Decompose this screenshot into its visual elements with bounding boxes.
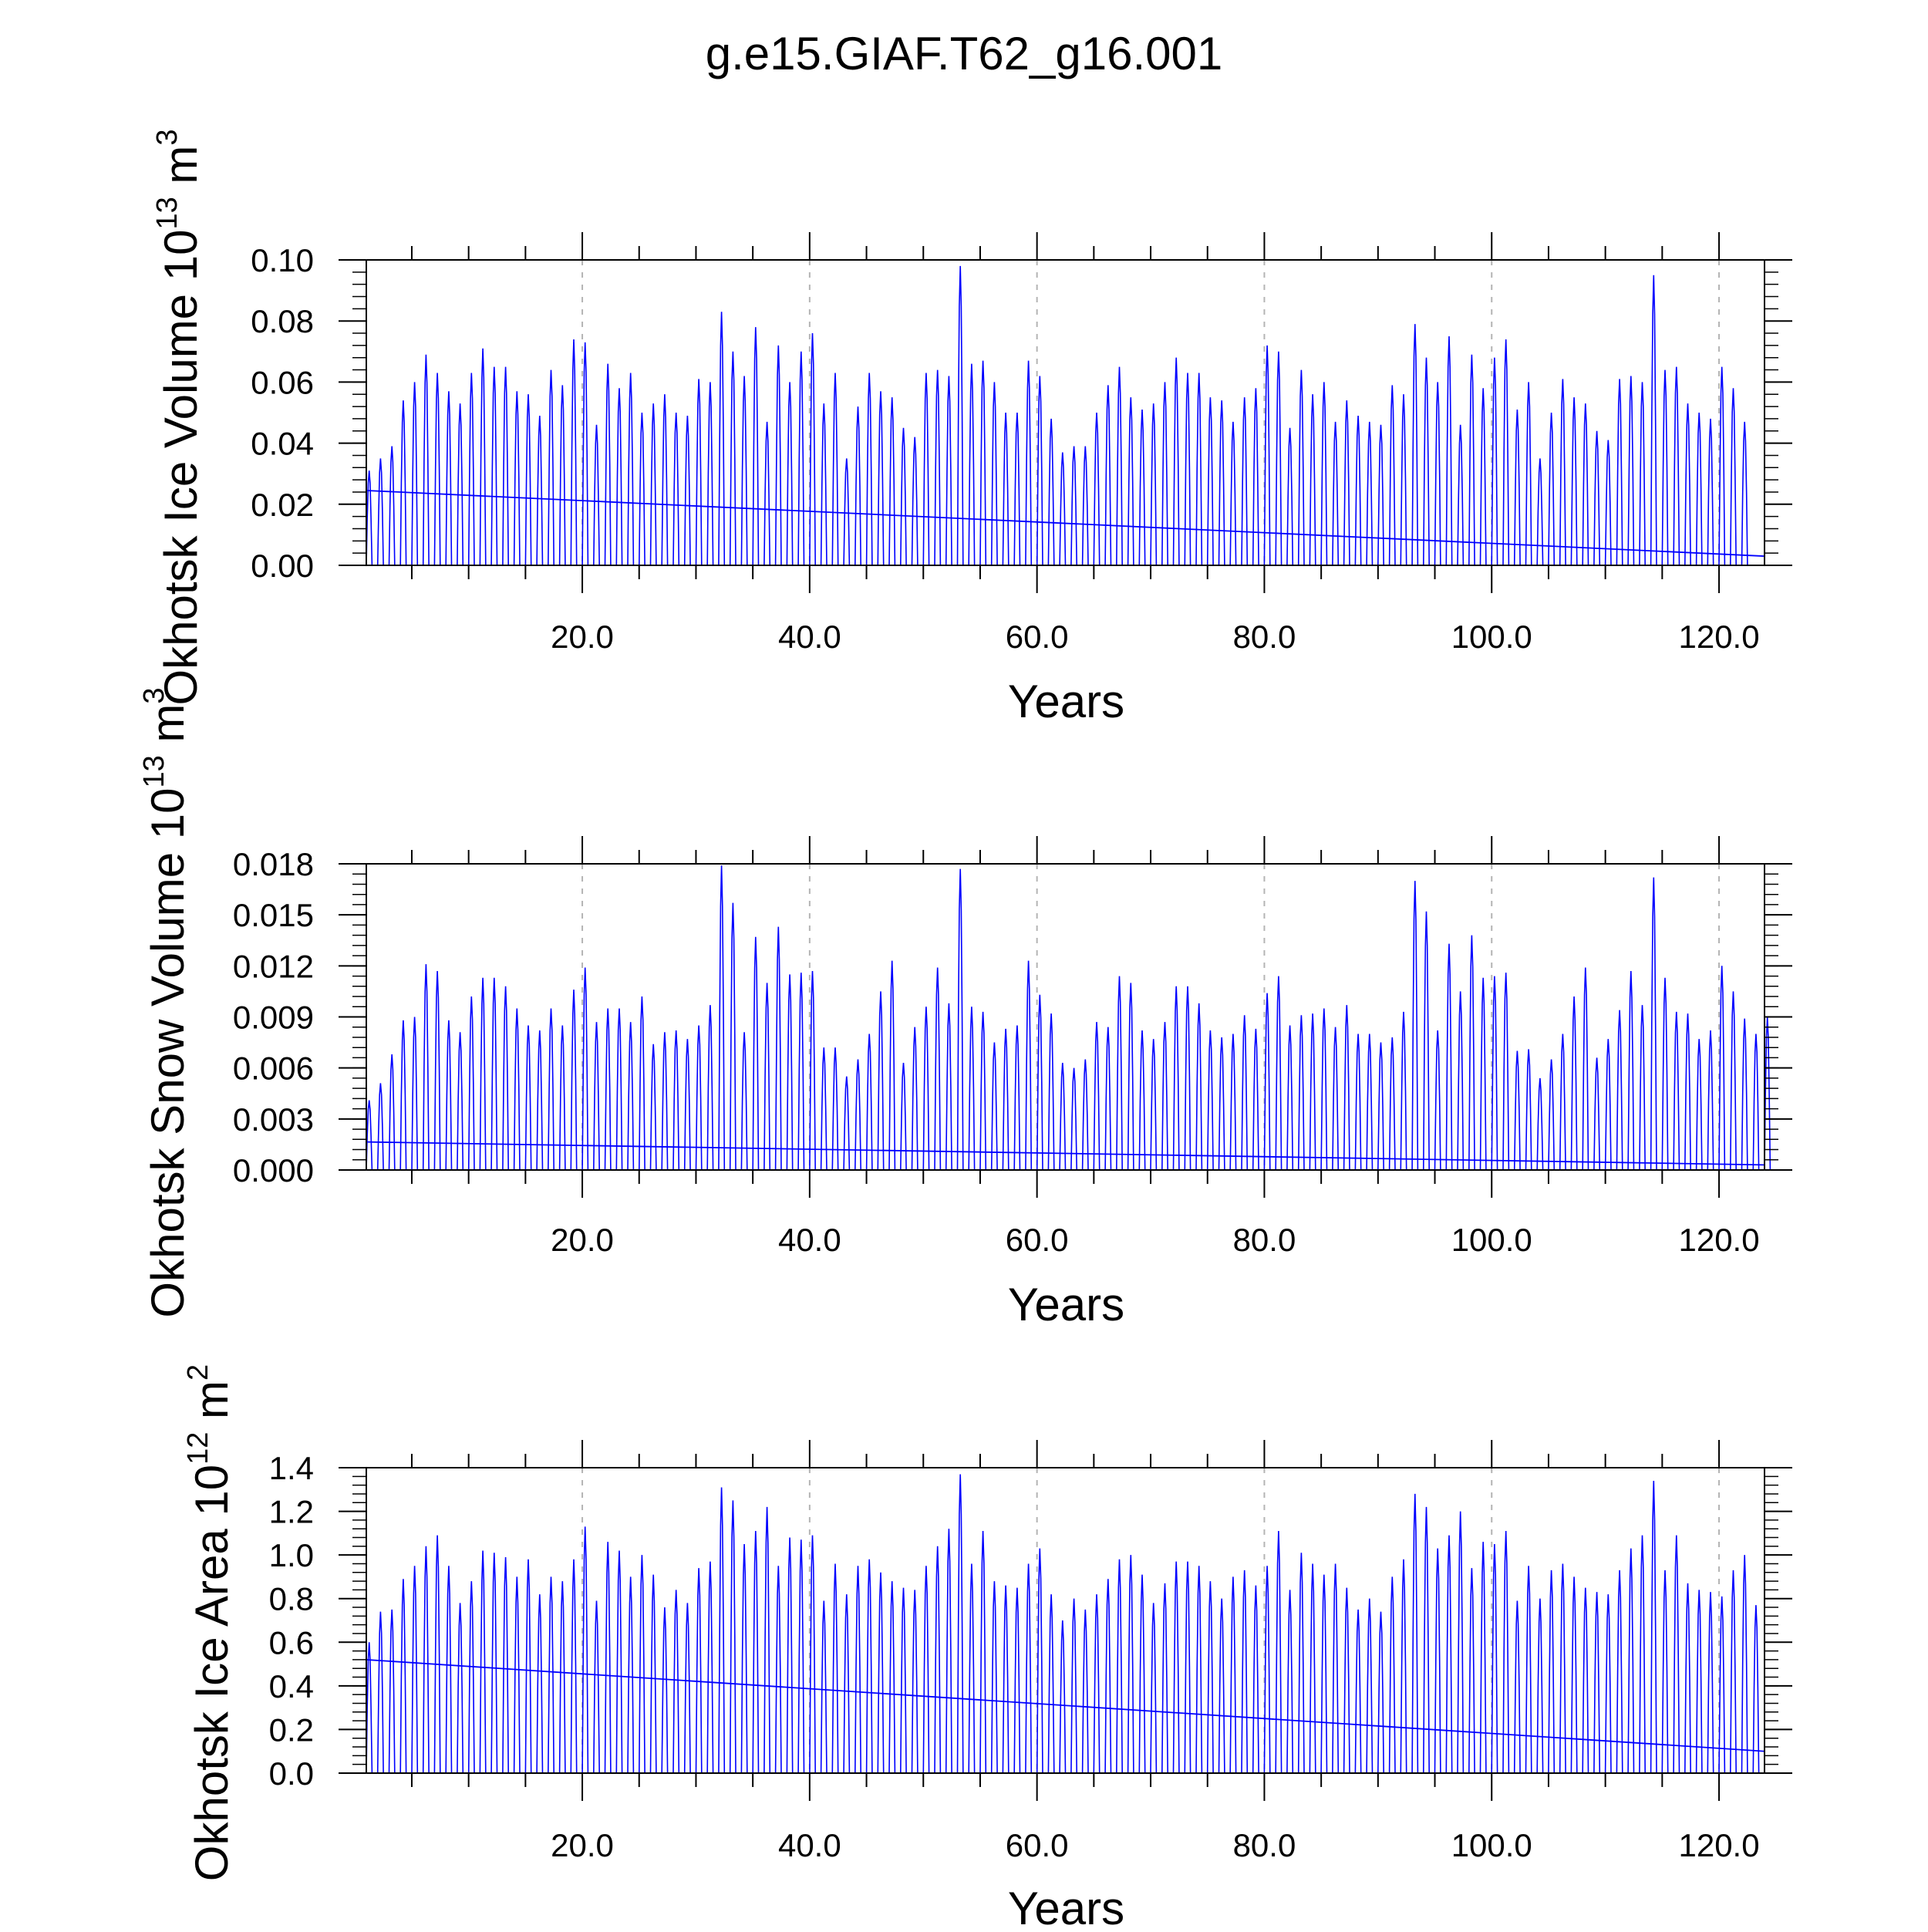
y-axis-label-text: Okhotsk Ice Area 10	[186, 1465, 238, 1881]
y-axis-label-unit-exponent: 2	[182, 1364, 214, 1381]
chart-panel-3: 20.0 40.0 60.0 80.0 100.0 120.0 0.0 0.2 0.4 0.6 0.…	[182, 1364, 1792, 1932]
y-tick-label: 0.018	[233, 846, 314, 882]
y-axis-label: Okhotsk Snow Volume 1013 m3	[138, 687, 194, 1317]
y-axis-label-unit-exponent: 3	[138, 687, 170, 703]
x-tick-label: 40.0	[778, 1222, 841, 1258]
x-tick-label: 40.0	[778, 1827, 841, 1863]
x-tick-label: 20.0	[551, 1827, 614, 1863]
figure-title: g.e15.GIAF.T62_g16.001	[706, 28, 1223, 79]
y-axis-label-unit: m	[142, 704, 194, 756]
y-axis-label-exponent: 13	[151, 197, 184, 229]
y-tick-label: 1.0	[269, 1537, 314, 1573]
x-tick-label: 60.0	[1006, 1827, 1069, 1863]
x-tick-label: 120.0	[1678, 1827, 1759, 1863]
chart-panels: 20.0 40.0 60.0 80.0 100.0 120.00.000.020.040.…	[138, 129, 1792, 1932]
x-axis-label: Years	[1008, 1883, 1124, 1928]
y-tick-label: 0.4	[269, 1668, 314, 1704]
plot-frame	[366, 1467, 1765, 1774]
y-axis-label-text: Okhotsk Ice Volume 10	[155, 230, 207, 706]
y-tick-label: 0.04	[251, 426, 314, 462]
y-axis-label-exponent: 13	[138, 755, 170, 787]
x-tick-label: 20.0	[551, 619, 614, 655]
x-tick-label: 120.0	[1678, 1222, 1759, 1258]
x-tick-label: 120.0	[1678, 619, 1759, 655]
x-tick-label: 80.0	[1233, 1827, 1296, 1863]
x-tick-label: 60.0	[1006, 1222, 1069, 1258]
trend-line	[366, 490, 1765, 558]
plot-frame	[366, 259, 1765, 566]
y-axis-label-unit-exponent: 3	[151, 129, 184, 145]
y-tick-label: 0.02	[251, 487, 314, 523]
x-tick-label: 100.0	[1451, 1222, 1532, 1258]
x-tick-label: 80.0	[1233, 1222, 1296, 1258]
y-tick-label: 0.000	[233, 1152, 314, 1189]
y-axis-label-unit: m	[155, 146, 207, 197]
y-tick-label: 0.012	[233, 948, 314, 984]
trend-line	[366, 1141, 1765, 1166]
y-tick-label: 0.10	[251, 242, 314, 278]
y-tick-label: 0.0	[269, 1755, 314, 1792]
y-axis-label: Okhotsk Ice Volume 1013 m3	[151, 129, 207, 705]
x-tick-label: 20.0	[551, 1222, 614, 1258]
x-axis-label: Years	[1008, 1279, 1124, 1330]
chart-panel-2: 20.0 40.0 60.0 80.0 100.0 120.0 0.000 0.003 0.00…	[138, 687, 1792, 1330]
y-tick-label: 0.003	[233, 1101, 314, 1138]
y-axis-label-exponent: 12	[182, 1432, 214, 1465]
y-axis-label: Okhotsk Ice Area 1012 m2	[182, 1364, 238, 1881]
y-tick-label: 0.015	[233, 897, 314, 933]
x-tick-label: 60.0	[1006, 619, 1069, 655]
x-tick-label: 100.0	[1451, 1827, 1532, 1863]
y-tick-label: 1.2	[269, 1494, 314, 1530]
y-tick-label: 0.2	[269, 1711, 314, 1748]
x-tick-label: 100.0	[1451, 619, 1532, 655]
x-tick-label: 80.0	[1233, 619, 1296, 655]
y-tick-label: 0.009	[233, 1000, 314, 1036]
y-tick-label: 1.4	[269, 1450, 314, 1486]
y-tick-label: 0.8	[269, 1581, 314, 1617]
x-axis-label: Years	[1008, 676, 1124, 727]
y-tick-label: 0.00	[251, 548, 314, 584]
y-axis-label-unit: m	[186, 1381, 238, 1432]
trend-line	[366, 1659, 1765, 1752]
y-tick-label: 0.06	[251, 364, 314, 400]
y-tick-label: 0.6	[269, 1624, 314, 1661]
chart-panel-1: 20.0 40.0 60.0 80.0 100.0 120.0 0.00 0.02 0.04 0.…	[151, 129, 1792, 727]
y-tick-label: 0.006	[233, 1050, 314, 1087]
y-tick-label: 0.08	[251, 303, 314, 339]
x-tick-label: 40.0	[778, 619, 841, 655]
y-axis-label-text: Okhotsk Snow Volume 10	[142, 788, 194, 1318]
